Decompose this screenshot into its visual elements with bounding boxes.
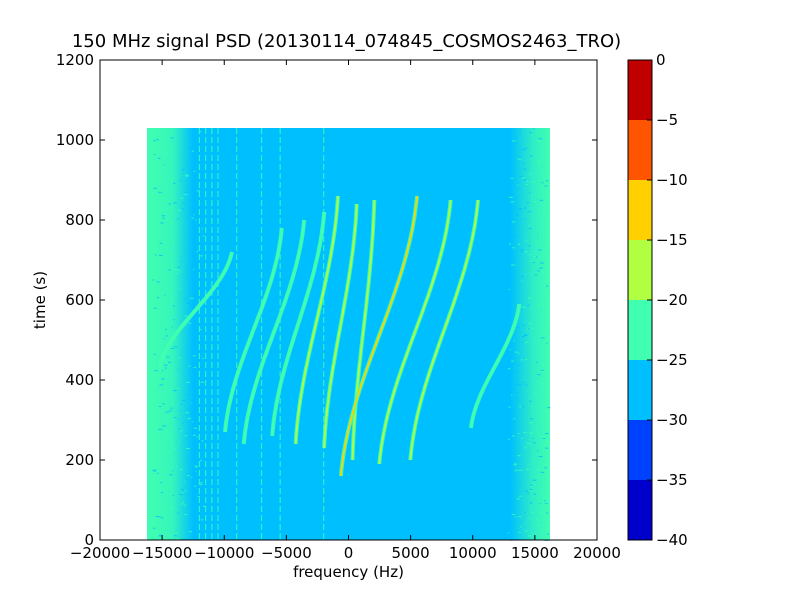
- colorbar-tick-label: 0: [656, 51, 666, 69]
- track-line: [323, 203, 358, 449]
- track-line: [158, 251, 233, 369]
- y-tick-label: 600: [65, 291, 94, 309]
- doppler-track: [223, 227, 284, 433]
- y-axis-label: time (s): [31, 271, 49, 329]
- doppler-tracks: [157, 195, 522, 477]
- colorbar-segment: [628, 240, 652, 300]
- colorbar-tick-label: −35: [656, 471, 688, 489]
- track-line: [409, 199, 479, 461]
- x-tick-label: 10000: [449, 544, 497, 562]
- track-line: [271, 211, 326, 437]
- colorbar-tick-label: −10: [656, 171, 688, 189]
- colorbar-tick-label: −5: [656, 111, 678, 129]
- plot-axes: −20000 −15000 −10000 −5000 0 5000 10000 15000 20…: [56, 51, 621, 562]
- colorbar-segment: [628, 180, 652, 240]
- colorbar-segment: [628, 360, 652, 420]
- doppler-track: [469, 303, 522, 429]
- y-tick-label: 1000: [56, 131, 94, 149]
- doppler-track: [408, 199, 480, 461]
- track-line: [340, 195, 418, 477]
- doppler-track: [338, 195, 419, 477]
- colorbar-segment: [628, 420, 652, 480]
- doppler-track: [293, 195, 340, 445]
- x-tick-label: −15000: [132, 544, 192, 562]
- colorbar-segment: [628, 480, 652, 540]
- colorbar-segment: [628, 120, 652, 180]
- colorbar: 0 −5 −10 −15 −20 −25 −30 −35 −40: [627, 51, 688, 549]
- doppler-track: [322, 203, 359, 449]
- colorbar-segment: [628, 300, 652, 360]
- y-tick-label: 0: [84, 531, 94, 549]
- doppler-track: [157, 251, 234, 369]
- x-tick-label: −10000: [194, 544, 254, 562]
- track-line: [294, 195, 339, 445]
- x-tick-label: 20000: [573, 544, 621, 562]
- x-tick-label: −20000: [70, 544, 130, 562]
- x-tick-label: −5000: [261, 544, 312, 562]
- track-line: [224, 227, 283, 433]
- left-noise-band: [147, 128, 194, 540]
- x-tick-label: 0: [344, 544, 354, 562]
- doppler-track: [350, 199, 377, 461]
- heatmap-area: [147, 128, 551, 541]
- x-tick-label: 5000: [392, 544, 430, 562]
- track-line: [378, 199, 452, 465]
- colorbar-segment: [628, 60, 652, 120]
- chart-title: 150 MHz signal PSD (20130114_074845_COSM…: [72, 31, 621, 52]
- track-line: [242, 219, 306, 445]
- x-tick-label: 15000: [511, 544, 559, 562]
- heatmap-background: [147, 128, 550, 540]
- doppler-track: [270, 211, 327, 437]
- colorbar-tick-label: −15: [656, 231, 688, 249]
- vertical-lines: [198, 128, 325, 540]
- doppler-track: [377, 199, 453, 465]
- colorbar-tick-label: −40: [656, 531, 688, 549]
- y-tick-label: 1200: [56, 51, 94, 69]
- colorbar-tick-label: −25: [656, 351, 688, 369]
- colorbar-tick-label: −30: [656, 411, 688, 429]
- x-axis-label: frequency (Hz): [293, 563, 404, 581]
- track-line: [351, 199, 376, 461]
- doppler-track: [241, 219, 307, 445]
- right-noise-band: [510, 128, 550, 540]
- y-tick-label: 200: [65, 451, 94, 469]
- y-tick-label: 800: [65, 211, 94, 229]
- track-line: [470, 303, 521, 429]
- colorbar-tick-label: −20: [656, 291, 688, 309]
- y-tick-label: 400: [65, 371, 94, 389]
